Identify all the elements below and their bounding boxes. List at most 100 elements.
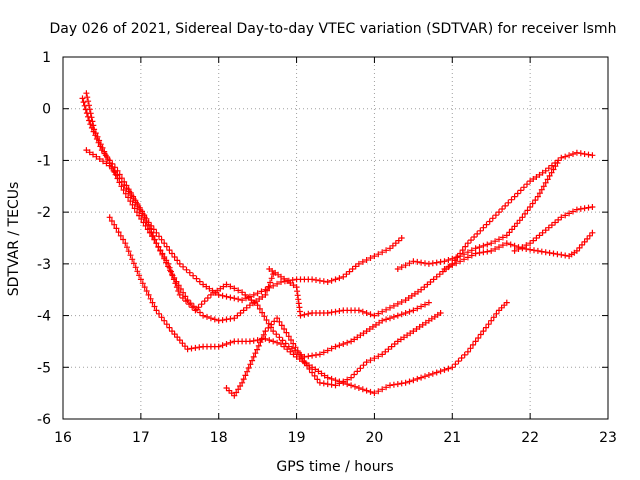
axis-ticks — [62, 56, 609, 420]
data-point — [249, 304, 251, 307]
data-point — [303, 361, 306, 363]
series-markers — [83, 147, 432, 360]
series-track-3 — [83, 147, 432, 360]
data-point — [428, 319, 430, 322]
data-point — [443, 268, 446, 270]
data-point — [319, 382, 321, 384]
series-markers — [223, 310, 444, 399]
data-point — [225, 283, 228, 286]
y-axis-label: SDTVAR / TECUs — [6, 182, 22, 297]
data-point — [217, 319, 220, 322]
data-point — [490, 250, 493, 252]
data-point — [358, 263, 360, 265]
data-point — [178, 263, 181, 265]
data-point — [396, 314, 399, 317]
data-point — [194, 309, 197, 312]
data-point — [241, 382, 243, 384]
data-point — [412, 260, 415, 263]
data-point — [435, 371, 438, 374]
data-point — [459, 255, 461, 257]
series-track-7 — [394, 160, 561, 272]
data-point — [358, 387, 360, 389]
data-point — [498, 309, 500, 312]
data-point — [280, 275, 282, 278]
series-track-6 — [266, 149, 596, 319]
data-point — [202, 345, 204, 348]
data-point — [544, 169, 547, 172]
data-point — [428, 263, 430, 265]
data-point — [498, 211, 500, 213]
data-point — [210, 294, 212, 296]
data-point — [105, 154, 107, 157]
data-point — [334, 345, 337, 348]
series-markers — [511, 204, 596, 254]
data-point — [358, 309, 360, 312]
data-point — [272, 273, 275, 276]
data-point — [467, 242, 469, 244]
data-point — [560, 216, 563, 219]
data-point — [178, 294, 181, 296]
data-point — [365, 361, 368, 363]
data-point — [128, 190, 130, 193]
data-point — [311, 278, 313, 281]
grid — [63, 57, 608, 419]
x-tick-label: 16 — [54, 430, 72, 446]
data-point — [299, 314, 302, 317]
x-tick-label: 19 — [288, 430, 306, 446]
x-tick-label: 18 — [210, 430, 228, 446]
data-point — [482, 330, 485, 332]
data-point — [350, 340, 352, 343]
data-point — [167, 263, 169, 265]
data-point — [311, 366, 313, 369]
data-point — [241, 291, 243, 294]
y-tick-label: -2 — [37, 205, 51, 221]
data-point — [334, 384, 337, 387]
data-point — [136, 211, 138, 213]
data-point — [412, 330, 415, 332]
data-point — [556, 162, 559, 164]
data-point — [287, 345, 290, 348]
data-point — [412, 309, 415, 312]
y-tick-label: 1 — [42, 50, 51, 66]
data-point — [124, 242, 127, 244]
y-tick-label: -5 — [37, 360, 51, 376]
data-point — [373, 255, 376, 257]
data-point — [241, 299, 243, 301]
data-point — [186, 299, 189, 301]
data-point — [268, 268, 271, 270]
data-point — [120, 185, 123, 188]
data-point — [350, 376, 352, 379]
data-point — [171, 330, 173, 332]
series-track-4 — [106, 214, 510, 397]
data-point — [264, 330, 267, 332]
data-point — [505, 234, 508, 237]
data-point — [513, 195, 516, 198]
data-point — [544, 229, 547, 232]
data-point — [576, 208, 578, 211]
data-point — [108, 216, 111, 219]
x-tick-label: 23 — [599, 430, 617, 446]
data-point — [373, 392, 376, 394]
data-point — [435, 275, 438, 278]
data-point — [552, 252, 555, 255]
data-point — [474, 252, 477, 255]
y-tick-label: 0 — [42, 102, 51, 118]
data-point — [217, 345, 220, 348]
data-point — [163, 242, 166, 244]
data-point — [225, 387, 228, 389]
data-point — [93, 128, 95, 131]
x-tick-label: 20 — [366, 430, 384, 446]
data-point — [256, 304, 259, 307]
data-point — [295, 278, 298, 281]
data-point — [591, 154, 594, 157]
data-point — [490, 242, 493, 244]
data-point — [326, 376, 329, 379]
data-point — [381, 319, 384, 322]
data-point — [116, 169, 119, 172]
data-point — [474, 247, 477, 250]
data-point — [233, 317, 236, 319]
y-tick-label: -1 — [37, 153, 51, 169]
data-point — [217, 294, 220, 296]
data-point — [264, 294, 267, 296]
data-point — [326, 312, 329, 314]
